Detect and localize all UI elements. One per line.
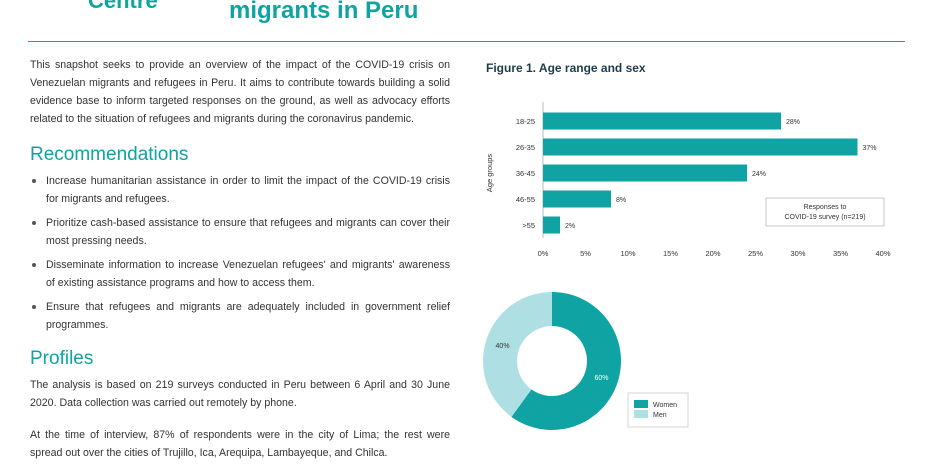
- y-tick-label: 26-35: [516, 143, 535, 152]
- x-tick-label: 20%: [705, 249, 720, 258]
- bar-value-label: 28%: [786, 119, 800, 126]
- profiles-heading: Profiles: [30, 348, 94, 369]
- globe-logo-icon: [28, 0, 72, 10]
- survey-note-text: Responses to: [804, 204, 847, 211]
- recommendation-text: Prioritize cash-based assistance to ensu…: [46, 217, 450, 247]
- bar: [543, 190, 611, 208]
- x-tick-label: 15%: [663, 249, 678, 258]
- age-bar-chart: 18-25 28% 26-35 37% 36-45 24% 46-55 8% >55 2% 0% 5%…: [485, 102, 891, 258]
- recommendations-heading: Recommendations: [30, 144, 189, 165]
- legend-swatch: [634, 400, 648, 408]
- donut-slice: [511, 292, 621, 430]
- list-item: Increase humanitarian assistance in orde…: [30, 172, 450, 208]
- list-item: Ensure that refugees and migrants are ad…: [30, 298, 450, 334]
- y-axis-title: Age groups: [485, 154, 494, 193]
- y-tick-label: 18-25: [516, 117, 535, 126]
- sex-donut-chart: 60% 40% Women Men: [483, 292, 689, 430]
- recommendation-text: Increase humanitarian assistance in orde…: [46, 175, 450, 205]
- recommendation-text: Ensure that refugees and migrants are ad…: [46, 301, 450, 331]
- left-column: This snapshot seeks to provide an overvi…: [30, 56, 450, 462]
- bar: [543, 112, 781, 130]
- bar-value-label: 24%: [752, 171, 766, 178]
- bar: [543, 216, 560, 234]
- bullet-icon: [32, 179, 36, 183]
- slice-value-label: 40%: [496, 343, 510, 350]
- slice-value-label: 60%: [594, 375, 608, 382]
- page-title: migrants in Peru: [229, 0, 419, 24]
- y-tick-label: >55: [522, 221, 535, 230]
- y-tick-label: 36-45: [516, 169, 535, 178]
- list-item: Disseminate information to increase Vene…: [30, 256, 450, 292]
- legend-label: Men: [653, 412, 667, 419]
- bullet-icon: [32, 305, 36, 309]
- x-tick-label: 0%: [538, 249, 549, 258]
- intro-paragraph: This snapshot seeks to provide an overvi…: [30, 59, 450, 125]
- page-header: Centre migrants in Peru: [0, 0, 943, 42]
- bullet-icon: [32, 221, 36, 225]
- bullet-icon: [32, 263, 36, 267]
- list-item: Prioritize cash-based assistance to ensu…: [30, 214, 450, 250]
- bar-value-label: 8%: [616, 197, 626, 204]
- y-tick-label: 46-55: [516, 195, 535, 204]
- figure-title: Figure 1. Age range and sex: [486, 61, 646, 75]
- legend-label: Women: [653, 402, 677, 409]
- header-divider: [28, 41, 905, 42]
- x-tick-label: 5%: [580, 249, 591, 258]
- bar: [543, 164, 747, 182]
- bar-value-label: 2%: [565, 223, 575, 230]
- bar: [543, 138, 858, 156]
- logo-text: Centre: [88, 0, 158, 13]
- x-tick-label: 25%: [748, 249, 763, 258]
- x-tick-label: 40%: [875, 249, 890, 258]
- recommendation-text: Disseminate information to increase Vene…: [46, 259, 450, 289]
- legend-swatch: [634, 410, 648, 418]
- survey-note-text: COVID-19 survey (n=219): [784, 214, 865, 221]
- profiles-paragraph: The analysis is based on 219 surveys con…: [30, 379, 450, 409]
- bar-value-label: 37%: [863, 145, 877, 152]
- survey-note-box: [765, 197, 885, 227]
- donut-slice: [483, 292, 552, 417]
- recommendations-list: Increase humanitarian assistance in orde…: [30, 172, 450, 334]
- x-tick-label: 10%: [620, 249, 635, 258]
- profiles-paragraph: At the time of interview, 87% of respond…: [30, 429, 450, 459]
- x-tick-label: 30%: [790, 249, 805, 258]
- x-tick-label: 35%: [833, 249, 848, 258]
